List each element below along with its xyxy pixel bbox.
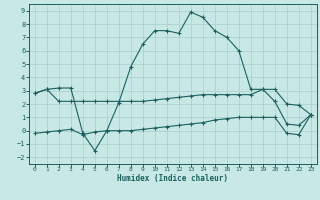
X-axis label: Humidex (Indice chaleur): Humidex (Indice chaleur)	[117, 174, 228, 183]
